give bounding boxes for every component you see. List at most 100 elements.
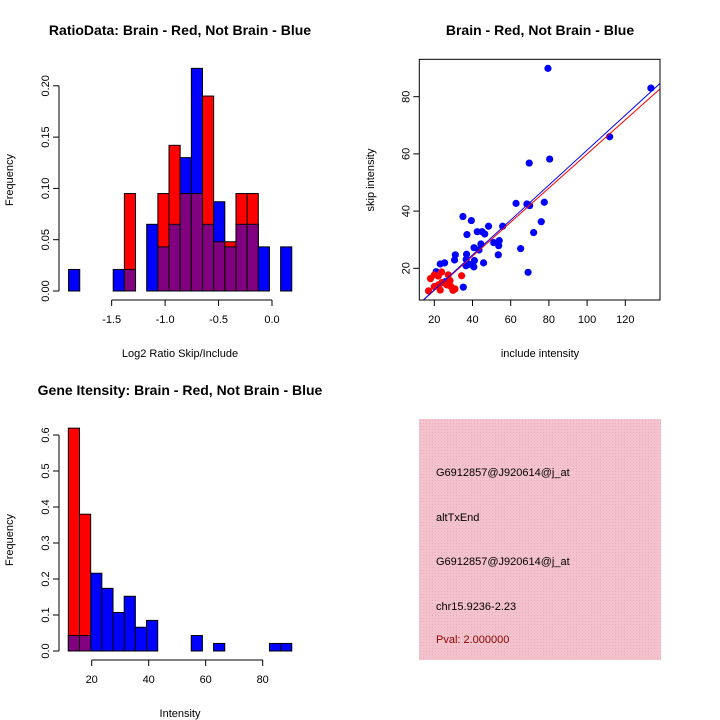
ratio-bar-overlap <box>213 241 226 292</box>
scatter-point-not-brain <box>484 222 493 230</box>
scatter-point-not-brain <box>467 216 475 225</box>
scatter-point-not-brain <box>512 199 520 207</box>
ratio-x-tick-label: 0.0 <box>264 314 279 326</box>
scatter-point-not-brain <box>524 268 532 276</box>
ratio-bar-not-brain <box>280 246 293 292</box>
ratio-bar-overlap <box>157 246 170 292</box>
scatter-point-not-brain <box>494 251 502 259</box>
scatter-point-not-brain <box>546 155 554 163</box>
scatter-point-not-brain <box>459 212 467 221</box>
scatter-y-tick-label: 60 <box>400 148 412 160</box>
scatter-point-not-brain <box>517 244 525 253</box>
scatter-x-tick-label: 100 <box>578 314 596 326</box>
scatter-point-not-brain <box>470 256 479 265</box>
ratio-bar-overlap <box>179 193 192 292</box>
scatter-ylabel: skip intensity <box>365 148 377 211</box>
scatter-point-brain <box>443 281 451 289</box>
ratio-bar-overlap <box>201 223 215 292</box>
ratio-histogram-ylabel: Frequency <box>4 154 16 206</box>
fit-line-brain <box>422 88 660 300</box>
scatter-point-not-brain <box>463 230 471 239</box>
scatter-point-not-brain <box>540 198 548 206</box>
gene-x-tick-label: 80 <box>257 674 269 686</box>
scatter-point-brain <box>424 287 433 295</box>
gene-bar-not-brain <box>268 642 282 652</box>
gene-bar-not-brain <box>90 572 103 652</box>
scatter-point-brain <box>458 272 466 280</box>
gene-x-tick-label: 20 <box>86 674 98 686</box>
scatter-point-not-brain <box>525 159 533 167</box>
scatter-point-not-brain <box>436 260 444 268</box>
scatter-point-not-brain <box>537 218 545 226</box>
gene-bar-not-brain <box>213 642 226 652</box>
ratio-bar-overlap <box>123 268 137 292</box>
info-probe-id-2: G6912857@J920614@j_at <box>436 556 570 568</box>
ratio-bar-not-brain <box>257 246 270 292</box>
ratio-y-tick-label: 0.10 <box>40 178 52 199</box>
scatter-point-not-brain <box>470 244 478 252</box>
gene-bar-overlap <box>79 635 92 652</box>
gene-bar-not-brain <box>146 619 159 652</box>
gene-bar-not-brain <box>112 611 125 652</box>
ratio-histogram: RatioData: Brain - Red, Not Brain - Blue… <box>4 22 311 360</box>
ratio-y-tick-label: 0.05 <box>40 229 52 250</box>
intensity-scatter: Brain - Red, Not Brain - Blue include in… <box>365 22 661 360</box>
info-panel: G6912857@J920614@j_at altTxEnd G6912857@… <box>419 419 661 660</box>
scatter-title: Brain - Red, Not Brain - Blue <box>446 22 634 38</box>
gene-y-tick-label: 0.6 <box>40 427 52 442</box>
ratio-x-tick-label: -0.5 <box>209 314 228 326</box>
scatter-y-tick-label: 80 <box>400 91 412 103</box>
ratio-histogram-xlabel: Log2 Ratio Skip/Include <box>122 348 238 360</box>
gene-histogram-xlabel: Intensity <box>160 708 201 720</box>
ratio-bar-not-brain <box>146 223 159 292</box>
gene-y-tick-label: 0.2 <box>40 571 52 586</box>
ratio-bar-not-brain <box>112 268 125 292</box>
scatter-point-not-brain <box>544 64 552 72</box>
gene-intensity-histogram: Gene Itensity: Brain - Red, Not Brain - … <box>4 382 323 720</box>
scatter-point-not-brain <box>481 230 489 238</box>
ratio-y-tick-label: 0.15 <box>40 126 52 147</box>
fit-line-not-brain <box>422 83 660 300</box>
ratio-y-tick-label: 0.00 <box>40 280 52 301</box>
ratio-histogram-title: RatioData: Brain - Red, Not Brain - Blue <box>49 22 311 38</box>
scatter-point-not-brain <box>450 256 459 264</box>
info-event-type: altTxEnd <box>436 512 479 524</box>
scatter-point-brain <box>451 285 459 293</box>
scatter-plot-area <box>422 64 660 300</box>
scatter-xlabel: include intensity <box>501 348 580 360</box>
ratio-bar-overlap <box>168 223 181 292</box>
gene-y-tick-label: 0.1 <box>40 607 52 622</box>
gene-histogram-title: Gene Itensity: Brain - Red, Not Brain - … <box>38 382 323 398</box>
scatter-point-not-brain <box>462 250 471 258</box>
scatter-point-not-brain <box>495 242 503 250</box>
info-probe-id: G6912857@J920614@j_at <box>436 467 570 479</box>
gene-y-tick-label: 0.3 <box>40 535 52 550</box>
scatter-plot-box <box>418 58 661 301</box>
scatter-x-tick-label: 20 <box>428 314 440 326</box>
scatter-point-brain <box>436 286 444 294</box>
gene-bar-not-brain <box>101 587 114 652</box>
ratio-x-tick-label: -1.0 <box>156 314 175 326</box>
gene-bar-not-brain <box>123 595 136 652</box>
info-panel-background <box>419 419 661 660</box>
gene-y-tick-label: 0.4 <box>40 499 52 514</box>
ratio-bar-overlap <box>235 223 248 292</box>
ratio-bar-overlap <box>246 223 259 292</box>
ratio-bar-not-brain <box>68 268 81 292</box>
scatter-point-not-brain <box>479 259 488 267</box>
scatter-point-not-brain <box>465 260 473 268</box>
gene-bar-not-brain <box>190 635 203 652</box>
ratio-bar-overlap <box>190 193 203 292</box>
gene-histogram-ylabel: Frequency <box>4 514 16 566</box>
gene-bar-overlap <box>67 635 81 652</box>
info-pval: Pval: 2.000000 <box>436 634 509 646</box>
gene-x-tick-label: 60 <box>200 674 212 686</box>
scatter-point-not-brain <box>459 283 467 291</box>
gene-bar-not-brain <box>280 642 293 652</box>
scatter-x-tick-label: 60 <box>505 314 517 326</box>
scatter-x-tick-label: 120 <box>616 314 634 326</box>
scatter-y-tick-label: 20 <box>400 262 412 274</box>
scatter-point-not-brain <box>530 228 538 237</box>
info-location: chr15.9236-2.23 <box>436 601 516 613</box>
scatter-y-tick-label: 40 <box>400 205 412 217</box>
